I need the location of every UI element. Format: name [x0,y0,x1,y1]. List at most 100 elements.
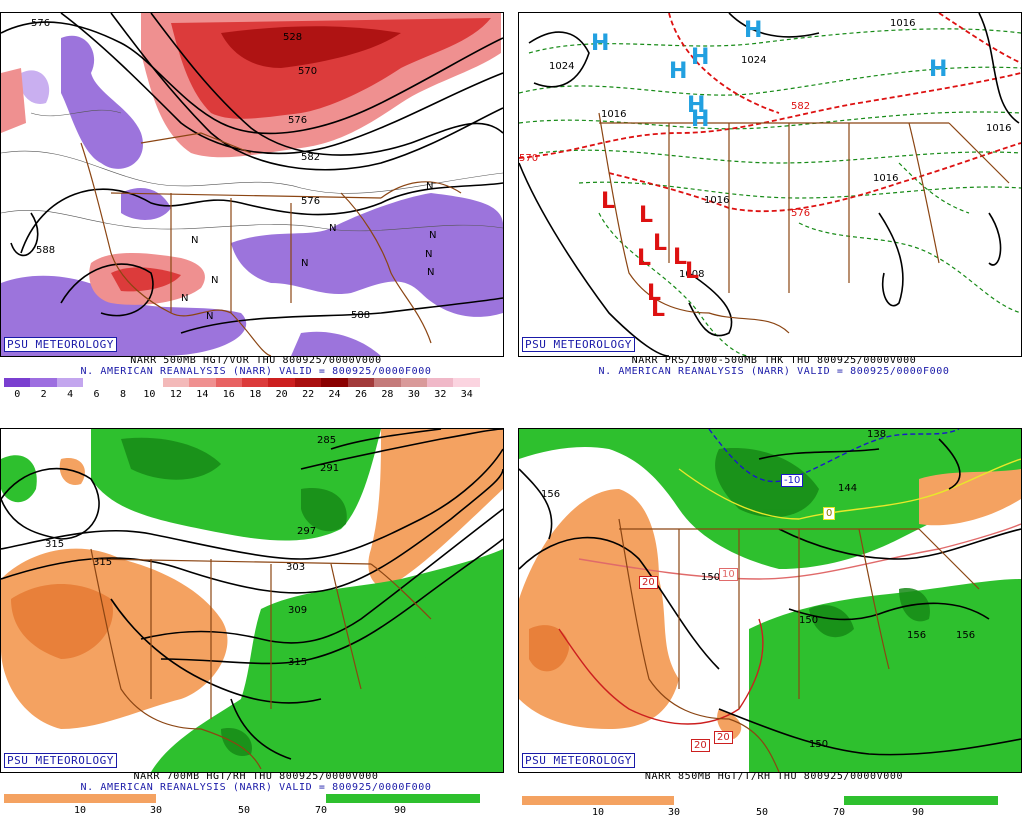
vort-n-symbol: N [211,275,219,286]
colorbar-swatch [347,378,375,387]
colorbar-swatch [162,378,190,387]
colorbar-swatch [241,378,269,387]
contour-label: 315 [93,557,113,568]
vort-n-symbol: N [426,181,434,192]
colorbar-swatch [136,378,163,387]
colorbar-swatch [109,378,137,387]
vort-n-symbol: N [425,249,433,260]
colorbar-tick: 10 [143,389,156,400]
contour-label: 576 [301,196,321,207]
colorbar-tick: 4 [67,389,74,400]
contour-label: 297 [297,526,317,537]
temperature-label: -10 [781,474,804,487]
temperature-label: 0 [823,507,836,520]
colorbar-tick: 24 [328,389,341,400]
map-850mb: 156 150 156 144 150 156 150 138 -10 0 10… [518,428,1022,773]
colorbar-tick: 30 [667,807,681,818]
colorbar-tick: 30 [149,805,163,816]
low-pressure-symbol: L [653,231,668,256]
panel-subtitle: N. AMERICAN REANALYSIS (NARR) VALID = 80… [598,366,950,377]
contour-label: 285 [317,435,337,446]
contour-label: 156 [956,630,976,641]
panel-title: NARR 700MB HGT/RH THU 800925/0000V000 [133,771,379,782]
psu-meteorology-logo: PSU METEOROLOGY [522,337,635,352]
low-pressure-symbol: L [651,297,666,322]
contour-label: 528 [283,32,303,43]
temperature-label: 20 [639,576,658,589]
panel-title: NARR PRS/1000-500MB THK THU 800925/0000V… [631,355,917,366]
low-pressure-symbol: L [647,281,662,306]
contour-label: 156 [541,489,561,500]
colorbar-tick: 16 [222,389,235,400]
vort-n-symbol: N [429,230,437,241]
temp850-map-graphic [519,429,1021,772]
colorbar-swatch [294,378,322,387]
panel-500mb-vorticity: 576 528 570 576 582 588 588 576 N N N N … [0,0,512,409]
map-700mb: 285 291 297 303 309 315 315 315 [0,428,504,773]
colorbar-tick: 26 [354,389,368,400]
colorbar-swatch [268,378,295,387]
contour-label: 570 [298,66,318,77]
colorbar-tick: 20 [275,389,288,400]
colorbar-tick: 8 [119,389,127,400]
temperature-label: 10 [719,568,738,581]
rh-colorbar [522,796,998,805]
colorbar-tick: 0 [14,389,21,400]
colorbar-swatch [215,378,242,387]
map-500mb: 576 528 570 576 582 588 588 576 N N N N … [0,12,504,357]
map-pressure: 1024 1016 1024 1016 1016 1016 1016 570 5… [518,12,1022,357]
low-pressure-symbol: L [639,203,654,228]
contour-label: 150 [809,739,829,750]
thickness-label: 576 [791,208,811,219]
colorbar-tick: 18 [249,389,262,400]
contour-label: 576 [288,115,308,126]
contour-label: 138 [867,429,887,440]
contour-label: 582 [301,152,321,163]
high-pressure-symbol: H [691,45,710,70]
colorbar-tick: 6 [93,389,100,400]
colorbar-swatch [321,378,348,387]
contour-label: 576 [31,18,51,29]
thickness-label: 570 [519,153,539,164]
contour-label: 303 [286,562,306,573]
colorbar-tick: 10 [591,807,605,818]
contour-label: 309 [288,605,308,616]
temperature-label: 20 [691,739,710,752]
colorbar-swatch [453,378,480,387]
vorticity-map-graphic [1,13,503,356]
colorbar-swatch [56,378,84,387]
colorbar-tick: 90 [911,807,925,818]
psu-meteorology-logo: PSU METEOROLOGY [4,337,117,352]
thickness-label: 582 [791,101,811,112]
contour-label: 150 [799,615,819,626]
vort-n-symbol: N [181,293,189,304]
contour-label: 588 [351,310,371,321]
contour-label: 150 [701,572,721,583]
isobar-label: 1024 [549,61,575,72]
colorbar-tick: 50 [755,807,769,818]
panel-subtitle: N. AMERICAN REANALYSIS (NARR) VALID = 80… [80,366,432,377]
colorbar-tick: 10 [73,805,87,816]
colorbar-tick: 28 [381,389,394,400]
isobar-label: 1016 [890,18,916,29]
low-pressure-symbol: L [601,189,616,214]
vort-n-symbol: N [427,267,435,278]
high-pressure-symbol: H [691,107,710,132]
pressure-map-graphic [519,13,1021,356]
colorbar-swatch [83,378,110,387]
temperature-label: 20 [714,731,733,744]
vort-n-symbol: N [329,223,337,234]
panel-title: NARR 500MB HGT/VOR THU 800925/0000V000 [130,355,382,366]
isobar-label: 1016 [601,109,627,120]
colorbar-swatch [30,378,57,387]
colorbar-tick: 14 [196,389,209,400]
colorbar-tick: 70 [832,807,846,818]
contour-label: 315 [288,657,308,668]
low-pressure-symbol: L [685,259,700,284]
high-pressure-symbol: H [687,93,706,118]
contour-label: 588 [36,245,56,256]
colorbar-swatch [400,378,427,387]
psu-meteorology-logo: PSU METEOROLOGY [522,753,635,768]
colorbar-swatch [374,378,401,387]
low-pressure-symbol: L [637,246,652,271]
